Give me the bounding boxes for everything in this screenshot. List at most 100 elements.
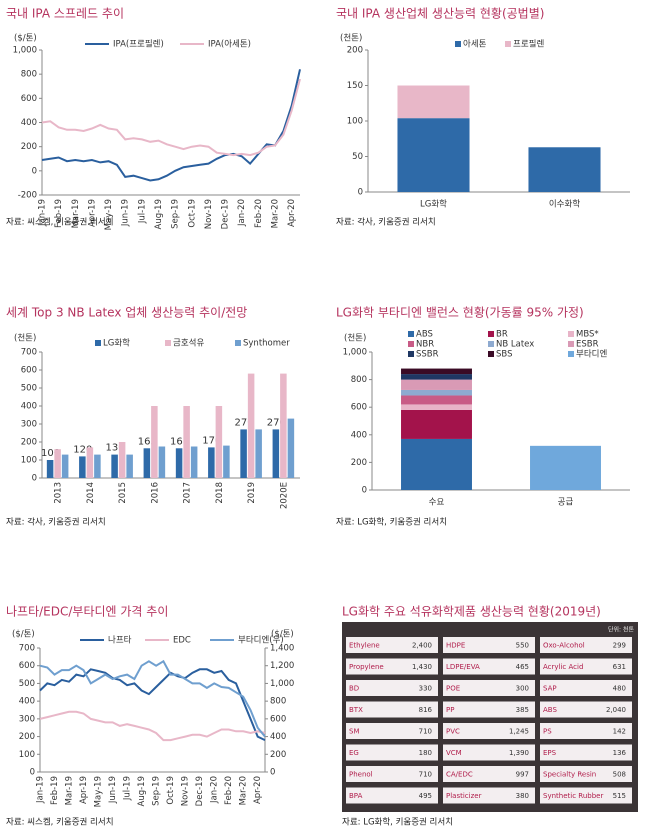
table-cell (540, 637, 632, 653)
y-tick-label: 500 (21, 384, 37, 394)
legend-swatch (408, 351, 414, 357)
y-tick-label: 200 (21, 142, 37, 152)
x-tick-label: LG화학 (420, 199, 447, 210)
chart-title: 국내 IPA 스프레드 추이 (6, 7, 124, 21)
bar (175, 448, 183, 478)
legend-swatch (488, 331, 494, 337)
table-item: Ethylene (349, 642, 380, 650)
table-cell (540, 723, 632, 739)
table-item: Propylene (349, 663, 384, 671)
x-tick-label: Sep-19 (171, 199, 181, 229)
table-cell (443, 723, 535, 739)
table-cell (540, 701, 632, 718)
table-item: PVC (446, 728, 460, 736)
table-item: BPA (349, 792, 363, 800)
table-item: Synthetic Rubber (543, 792, 603, 800)
table-item: LDPE/EVA (446, 663, 480, 671)
x-tick-label: Oct-19 (187, 199, 197, 228)
legend-label: 금호석유 (173, 338, 204, 349)
table-item: ABS (543, 706, 557, 714)
table-value: 631 (613, 663, 626, 671)
data-label: 130 (106, 443, 125, 454)
y-tick-label: 0 (30, 768, 35, 778)
x-tick-label: Jan-20 (237, 199, 247, 227)
y-tick-label: 400 (21, 118, 37, 128)
data-label: 165 (170, 436, 189, 447)
y-tick-label: 800 (351, 375, 367, 385)
table-value: 330 (419, 685, 432, 693)
y-tick-label: 400 (19, 697, 35, 707)
table-value: 380 (516, 792, 529, 800)
data-label: 165 (138, 436, 157, 447)
legend-swatch (455, 41, 461, 47)
y-axis-unit: (천톤) (344, 333, 366, 344)
y-tick-label: 150 (347, 81, 363, 91)
y-tick-label: 400 (351, 430, 367, 440)
bar (183, 406, 190, 478)
x-tick-label: 2017 (183, 482, 193, 504)
x-tick-label: Apr-19 (87, 199, 97, 227)
legend-label: SBS (496, 350, 512, 360)
y-tick-label: 100 (347, 117, 363, 127)
x-tick-label: 이수화학 (549, 199, 580, 210)
table-cell (540, 766, 632, 782)
bar (255, 429, 262, 478)
table-item: SM (349, 728, 359, 736)
y-tick-label: 1,000 (13, 46, 37, 56)
x-tick-label: 2019 (247, 482, 257, 504)
y-axis-unit: (천톤) (340, 33, 362, 44)
line-series (39, 710, 266, 742)
x-tick-label: May-19 (94, 776, 104, 807)
table-value: 495 (419, 792, 432, 800)
table-cell (443, 766, 535, 782)
table-value: 180 (419, 749, 432, 757)
bar (208, 447, 215, 478)
y2-tick-label: 600 (270, 714, 286, 724)
y-tick-label: 200 (347, 46, 363, 56)
table-value: 142 (613, 728, 626, 736)
x-tick-label: Jul-19 (137, 199, 147, 224)
x-tick-label: 2018 (215, 482, 225, 504)
table-value: 997 (516, 771, 529, 779)
table-value: 2,040 (606, 706, 626, 714)
x-tick-label: Nov-19 (204, 199, 214, 229)
source: 자료: 씨스켐, 키움증권 리서치 (6, 217, 114, 228)
y-tick-label: 0 (32, 166, 37, 176)
x-tick-label: Dec-19 (221, 199, 231, 229)
bar (126, 454, 133, 478)
y2-tick-label: 1,200 (270, 661, 294, 671)
y-tick-label: 800 (21, 70, 37, 80)
y-tick-label: 600 (351, 403, 367, 413)
data-label: 170 (202, 435, 221, 446)
y2-tick-label: 0 (270, 768, 275, 778)
table-cell (443, 637, 535, 653)
table-item: PS (543, 728, 552, 736)
table-item: BD (349, 685, 359, 693)
bar-segment (401, 379, 472, 390)
table-value: 550 (516, 642, 529, 650)
table-item: CA/EDC (446, 771, 473, 779)
table-value: 710 (419, 728, 432, 736)
table-cell (443, 787, 535, 804)
x-tick-label: Jul-19 (123, 776, 133, 801)
bar (79, 456, 86, 478)
table-unit: 단위: 천톤 (608, 626, 634, 634)
y2-tick-label: 1,000 (270, 679, 294, 689)
bar-segment (401, 409, 472, 439)
table-value: 465 (516, 663, 529, 671)
table-cell (443, 680, 535, 696)
x-tick-label: Aug-19 (137, 776, 147, 806)
legend-swatch (488, 351, 494, 357)
x-tick-label: Apr-20 (253, 776, 263, 804)
bar (280, 373, 287, 478)
x-tick-label: Feb-19 (54, 199, 64, 228)
bar-segment (401, 395, 472, 405)
x-tick-label: 2013 (54, 482, 64, 504)
bar (287, 418, 295, 478)
table-item: SAP (543, 685, 557, 693)
table-item: Oxo-Alcohol (543, 642, 585, 650)
table-cell (346, 723, 438, 739)
y-tick-label: 600 (21, 366, 37, 376)
y-tick-label: 0 (362, 486, 367, 496)
legend-label: NBR (416, 340, 434, 350)
